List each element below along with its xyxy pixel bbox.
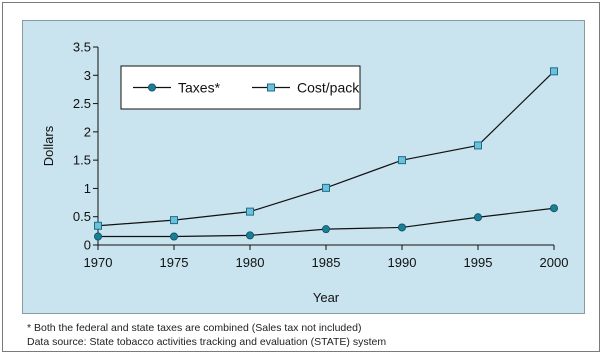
- data-point: [94, 221, 102, 230]
- y-tick-label: 1.5: [73, 153, 91, 168]
- x-tick-label: 1985: [312, 255, 341, 270]
- data-point: [94, 232, 103, 241]
- y-axis-label: Dollars: [41, 125, 56, 166]
- x-tick-label: 1970: [84, 255, 113, 270]
- y-tick-label: 1: [84, 181, 91, 196]
- legend-marker: [267, 83, 275, 92]
- series: [94, 67, 559, 241]
- legend-label: Cost/pack: [297, 80, 360, 96]
- x-tick-label: 1980: [236, 255, 265, 270]
- y-tick-label: 3: [84, 68, 91, 83]
- legend: Taxes* Cost/pack: [120, 65, 361, 110]
- data-point: [398, 156, 406, 165]
- line-chart: 0 0.5 1 1.5 2 2.5 3 3.5 1970 1975 1980 1985 1990 1995…: [41, 40, 569, 306]
- x-tick-label: 1990: [388, 255, 417, 270]
- data-point: [245, 231, 254, 240]
- x-tick-label: 1975: [160, 255, 189, 270]
- y-tick-label: 3.5: [73, 40, 91, 55]
- data-point: [550, 67, 558, 76]
- footnote-data-source: Data source: State tobacco activities tr…: [27, 336, 387, 348]
- footnote-taxes: * Both the federal and state taxes are c…: [27, 322, 362, 334]
- data-point: [322, 183, 330, 192]
- data-point: [246, 207, 254, 216]
- x-tick-label: 1995: [464, 255, 493, 270]
- legend-item: Taxes*: [133, 80, 221, 96]
- series-cost-per-pack: [94, 67, 558, 230]
- axes: [93, 46, 555, 250]
- data-point: [474, 141, 482, 150]
- data-point: [473, 213, 482, 222]
- tick-labels: 0 0.5 1 1.5 2 2.5 3 3.5 1970 1975 1980 1985 1990 1995…: [73, 40, 569, 271]
- figure-frame: [2, 2, 600, 352]
- data-point: [169, 232, 178, 241]
- data-point: [170, 216, 178, 225]
- legend-item: Cost/pack: [252, 80, 360, 96]
- y-tick-label: 2: [84, 124, 91, 139]
- data-point: [550, 204, 559, 213]
- series-taxes: [94, 204, 559, 241]
- legend-label: Taxes*: [178, 80, 221, 96]
- data-point: [397, 223, 406, 232]
- legend-marker: [147, 83, 156, 92]
- x-axis-label: Year: [313, 290, 340, 305]
- data-point: [321, 225, 330, 234]
- x-tick-label: 2000: [540, 255, 569, 270]
- y-tick-label: 0: [84, 238, 91, 253]
- y-tick-label: 0.5: [73, 209, 91, 224]
- y-tick-label: 2.5: [73, 96, 91, 111]
